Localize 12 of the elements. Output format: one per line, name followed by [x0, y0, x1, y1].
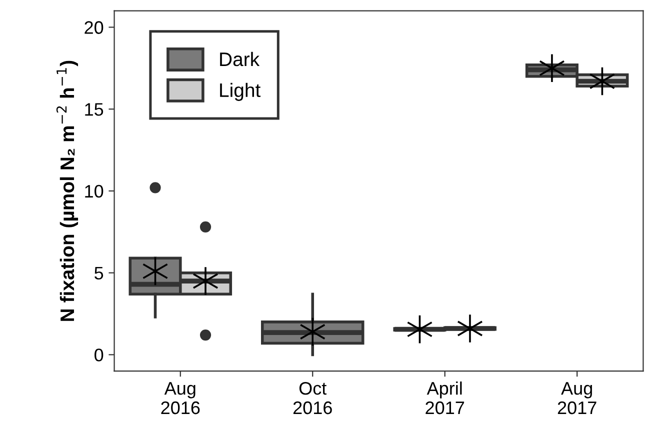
y-axis-title: N fixation (µmol N₂ m$^{−2}$ h$^{−1}$) [56, 60, 78, 321]
y-tick-label: 0 [94, 348, 104, 362]
y-tick-label: 15 [85, 103, 104, 116]
legend-label: Dark [220, 52, 260, 66]
y-tick-label: 5 [94, 266, 104, 280]
x-tick-label: Aug 2016 [161, 382, 200, 414]
x-tick-label: April 2017 [426, 381, 464, 414]
legend-label: Light [220, 82, 261, 101]
x-tick-label: Aug 2017 [558, 382, 596, 414]
y-tick-label: 10 [85, 184, 104, 198]
y-tick-label: 20 [84, 21, 104, 34]
x-tick-label: Oct 2016 [293, 382, 332, 414]
